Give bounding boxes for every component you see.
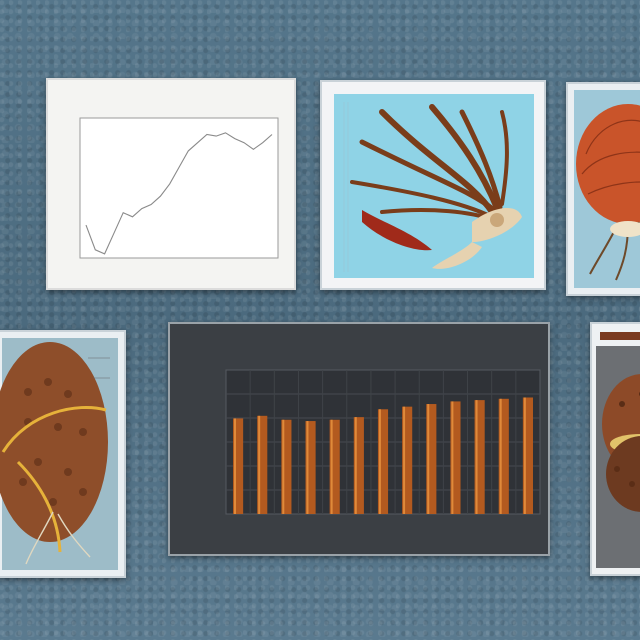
brown-specimen-illustration [0, 338, 118, 570]
bar [522, 397, 533, 514]
bar-highlight [282, 419, 285, 514]
tentacle-illustration-panel [320, 80, 546, 290]
bar-highlight [451, 401, 454, 514]
tentacle-illustration [334, 94, 534, 278]
bar-chart [225, 369, 541, 515]
bar-highlight [354, 417, 357, 514]
bar [233, 418, 244, 514]
line-chart [79, 117, 279, 259]
bar [402, 406, 413, 514]
bar [426, 404, 437, 514]
bar [281, 419, 292, 514]
specimen-panel-top-right [566, 82, 640, 296]
bar-highlight [330, 419, 333, 514]
red-specimen-illustration [574, 90, 640, 288]
bar [329, 419, 340, 514]
bar [450, 401, 461, 514]
specimen-illustration-bottom-right [596, 332, 640, 568]
bar-highlight [499, 398, 502, 514]
bar [498, 398, 509, 514]
bar-highlight [403, 406, 406, 514]
bar-highlight [234, 418, 237, 514]
line-chart-panel [46, 78, 296, 290]
bar [305, 421, 316, 514]
bar-highlight [523, 397, 526, 514]
bar-highlight [378, 409, 381, 514]
bar-highlight [306, 421, 309, 514]
bar-highlight [475, 400, 478, 514]
bar-highlight [258, 415, 261, 514]
specimen-panel-bottom-left [0, 330, 126, 578]
bar [257, 415, 268, 514]
line-series [85, 132, 273, 255]
bar [353, 417, 364, 514]
line-chart-plot-area [79, 117, 279, 259]
bar-highlight [427, 404, 430, 514]
specimen-panel-bottom-right [590, 322, 640, 576]
bar [377, 409, 389, 514]
bar [474, 400, 485, 514]
bar-chart-panel [168, 322, 550, 556]
